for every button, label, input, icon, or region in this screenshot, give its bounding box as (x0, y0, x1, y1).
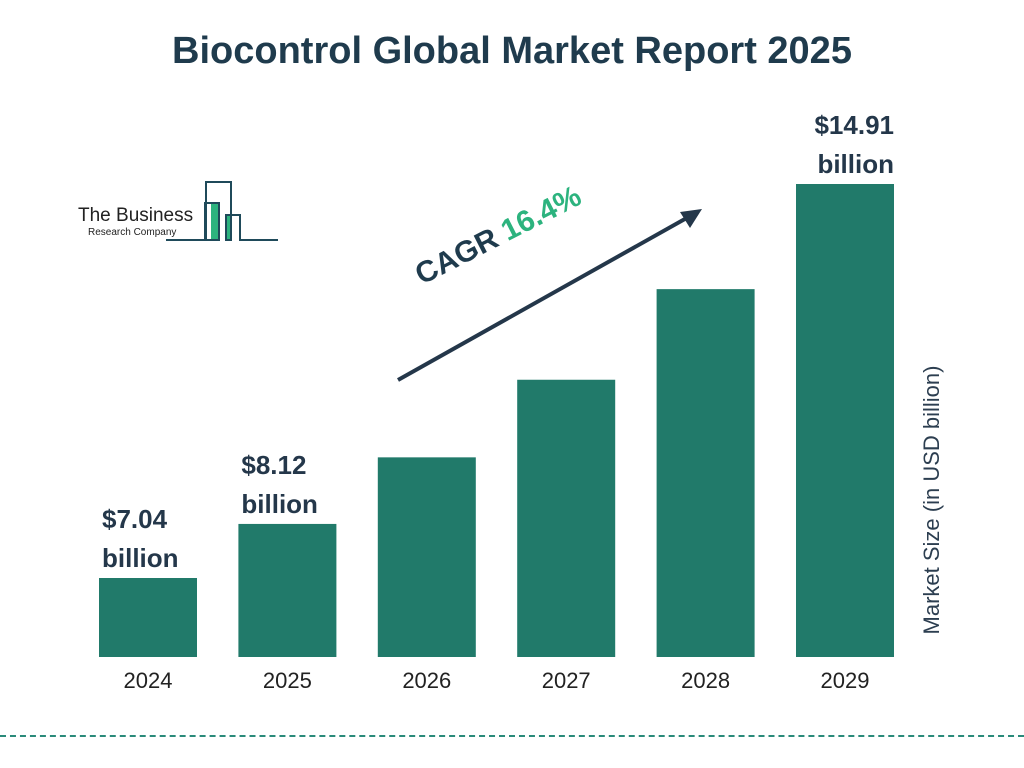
value-label: $8.12 (241, 450, 306, 480)
cagr-arrowhead (680, 209, 702, 228)
bar-2027 (517, 379, 616, 657)
divider (0, 735, 1024, 737)
x-tick-label: 2027 (542, 668, 591, 693)
value-label: $7.04 (102, 504, 168, 534)
value-label: billion (817, 149, 894, 179)
value-label: $14.91 (814, 110, 894, 140)
value-label: billion (241, 489, 318, 519)
x-tick-label: 2026 (402, 668, 451, 693)
bar-2029 (796, 184, 894, 657)
chart-title: Biocontrol Global Market Report 2025 (172, 30, 852, 72)
logo-buildings-icon (166, 181, 278, 241)
x-tick-label: 2029 (821, 668, 870, 693)
x-tick-label: 2025 (263, 668, 312, 693)
logo-text-line1: The Business (78, 205, 194, 226)
cagr-arrow (397, 213, 693, 382)
bar-2028 (656, 289, 755, 657)
bar-2024 (99, 578, 197, 657)
value-label: billion (102, 543, 179, 573)
x-tick-label: 2028 (681, 668, 730, 693)
logo-text-line2: Research Company (88, 227, 177, 238)
bar-2025 (238, 523, 337, 657)
y-axis-label: Market Size (in USD billion) (919, 365, 944, 635)
x-tick-label: 2024 (124, 668, 173, 693)
bar-2026 (377, 457, 476, 657)
